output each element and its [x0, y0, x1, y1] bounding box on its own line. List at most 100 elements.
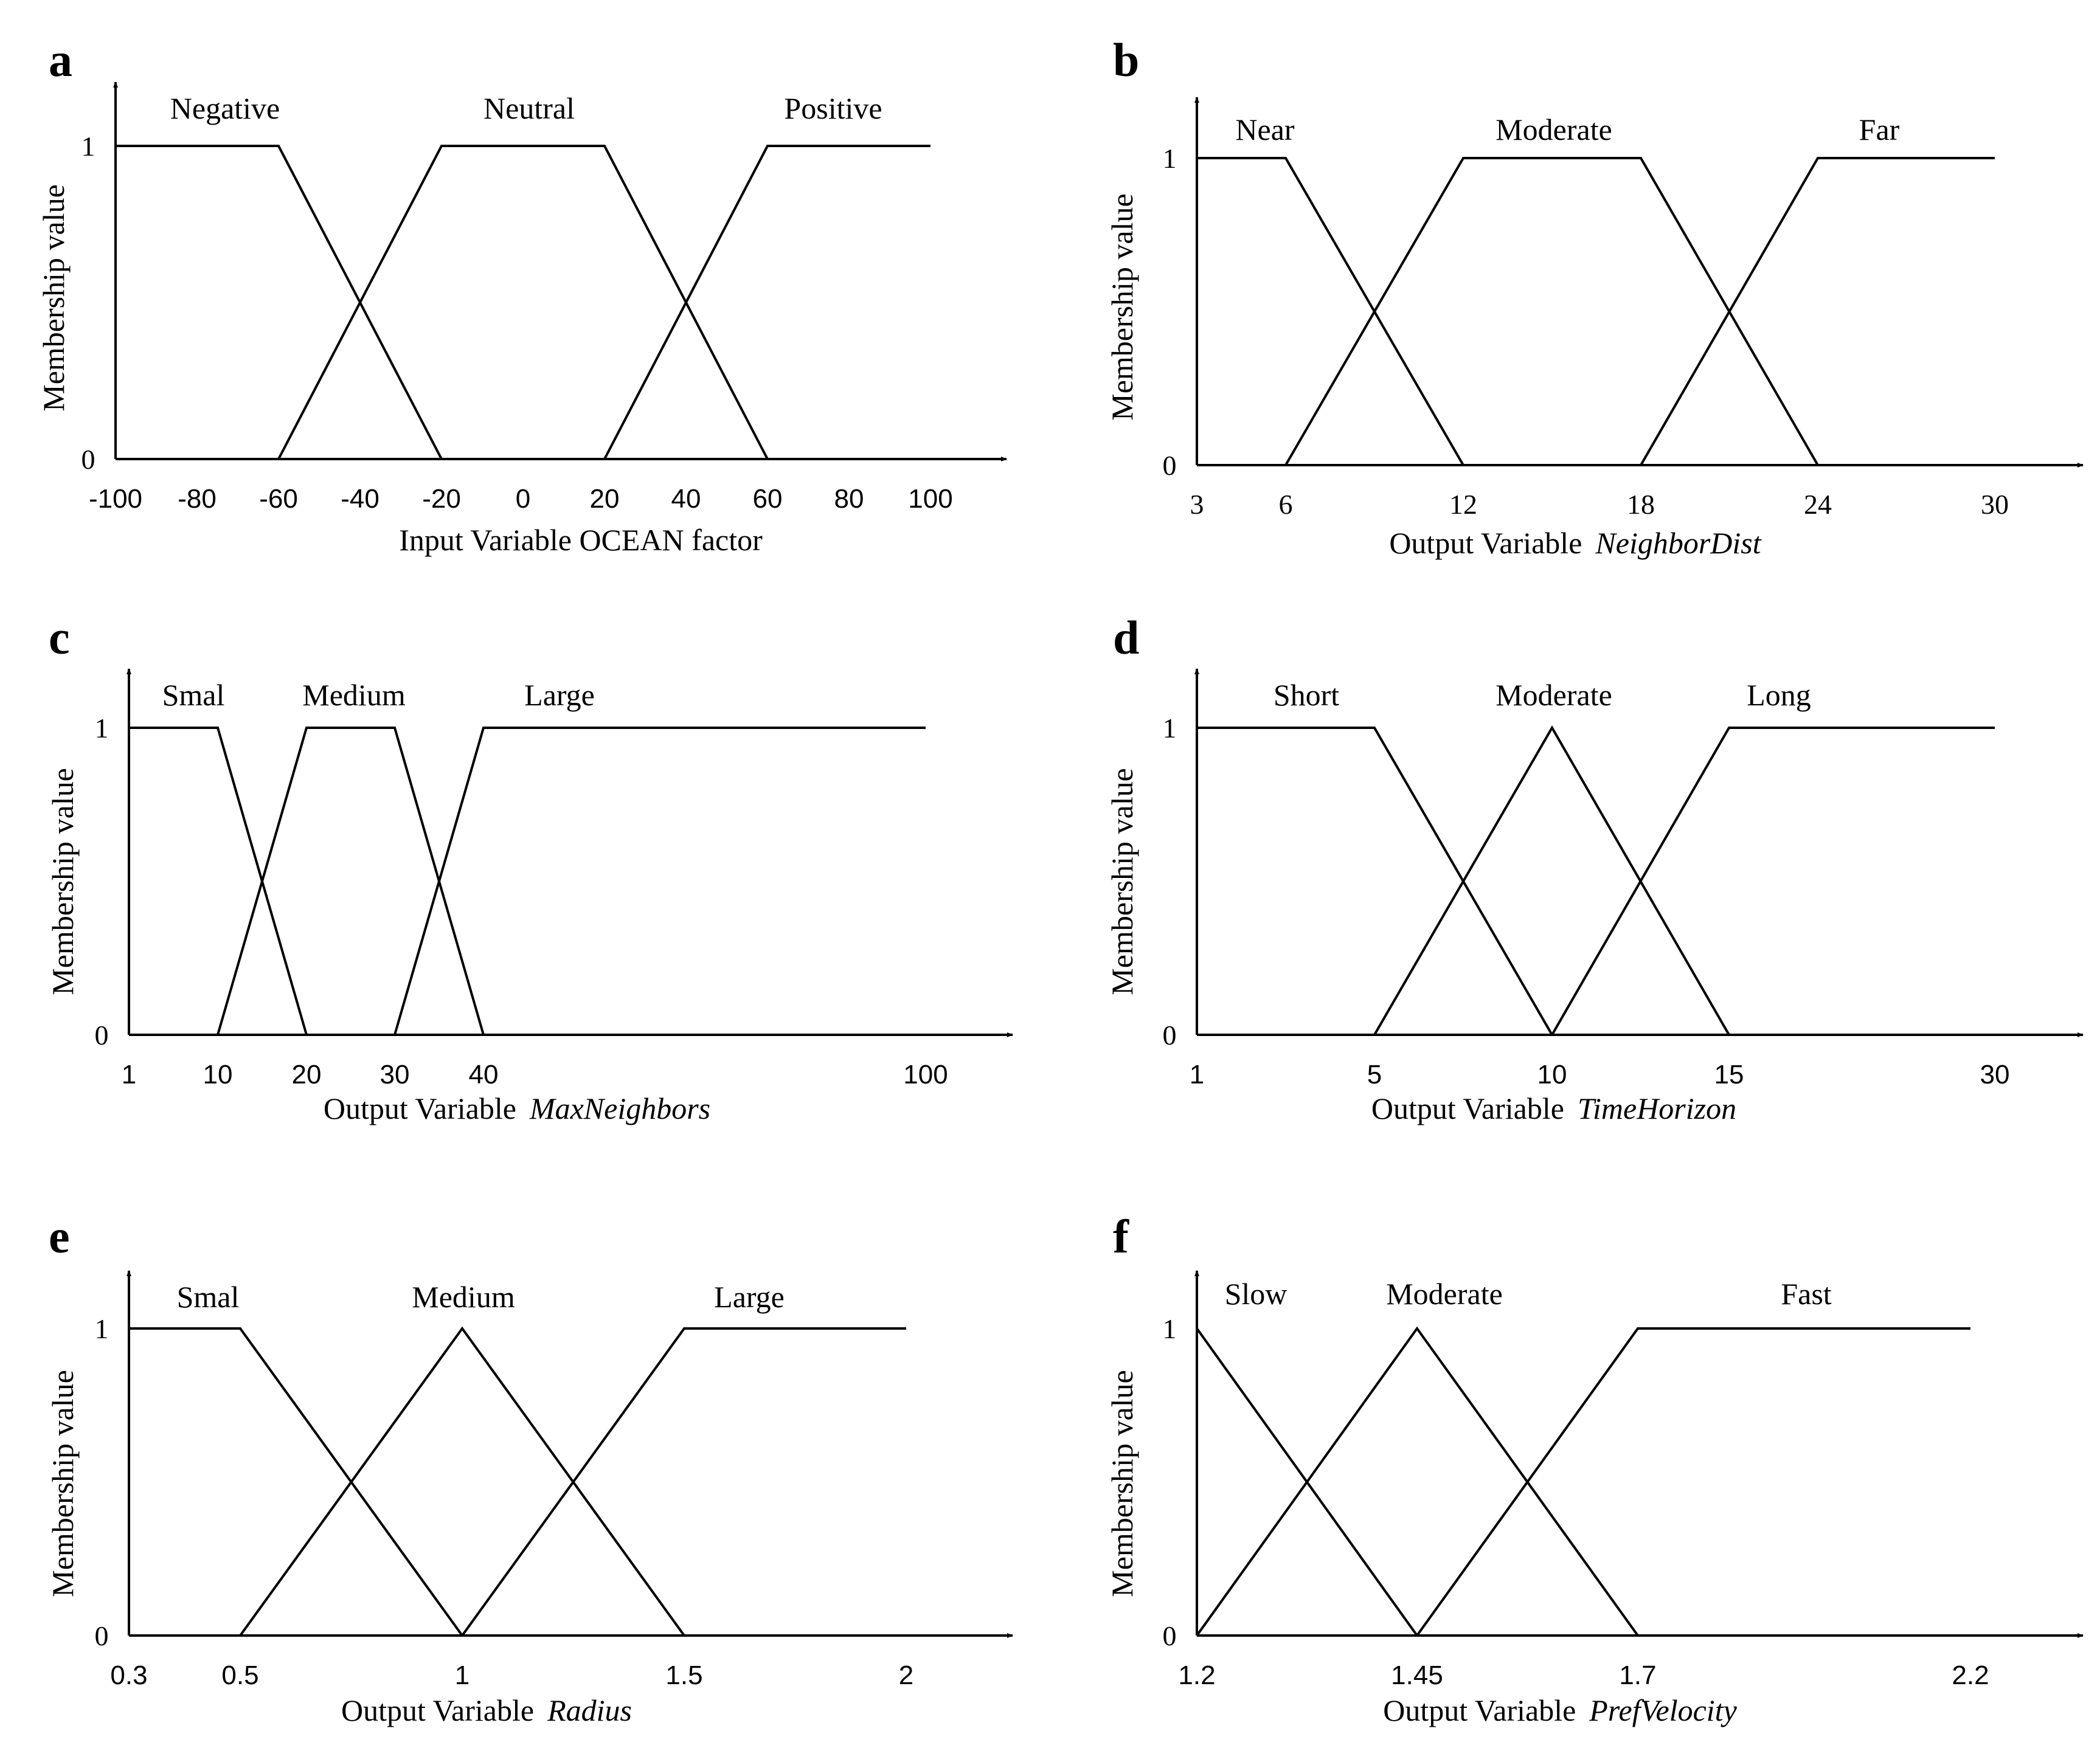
- x-tick-label: 60: [753, 484, 783, 514]
- y-tick-label: 0: [1163, 1020, 1177, 1051]
- panel-b: b 0 1 3 6 12 18 24 30 Output Variable NeighborDist…: [1105, 33, 2084, 560]
- x-axis-label-prefix: Output Variable: [1371, 1091, 1564, 1125]
- x-tick-label: -60: [259, 484, 298, 514]
- x-axis-label-variable: MaxNeighbors: [529, 1091, 710, 1125]
- membership-line-near: [1197, 157, 1464, 466]
- x-tick-label: -20: [422, 484, 461, 514]
- y-axis-label: Membership value: [1105, 193, 1139, 421]
- x-axis-label: Output Variable Radius: [341, 1693, 632, 1727]
- series-label-medium: Medium: [302, 678, 406, 712]
- series-label-long: Long: [1747, 678, 1811, 712]
- x-axis-label: Output Variable MaxNeighbors: [324, 1091, 710, 1125]
- y-tick-label: 1: [95, 1313, 109, 1344]
- series-label-large: Large: [714, 1280, 785, 1314]
- x-tick-label: -40: [341, 484, 379, 514]
- membership-line-neutral: [277, 145, 769, 460]
- membership-line-moderate: [1284, 157, 1819, 466]
- membership-line-negative: [116, 145, 443, 460]
- x-tick-label: 100: [908, 484, 952, 514]
- x-tick-label: 30: [380, 1060, 410, 1090]
- series-label-smal: Smal: [162, 678, 225, 712]
- x-axis-label: Input Variable OCEAN factor: [399, 523, 763, 557]
- x-axis-label: Output Variable TimeHorizon: [1371, 1091, 1736, 1125]
- series-label-far: Far: [1859, 112, 1900, 147]
- x-tick-label: 2.2: [1952, 1660, 1989, 1690]
- y-tick-label: 0: [1163, 450, 1177, 481]
- panel-f: f 0 1 1.2 1.45 1.7 2.2 Output Variable PrefVeloc…: [1105, 1210, 2084, 1727]
- x-tick-label: 1: [1190, 1060, 1204, 1090]
- series-label-neutral: Neutral: [483, 91, 575, 125]
- x-tick-label: 0.5: [221, 1660, 258, 1690]
- x-tick-label: 10: [1537, 1060, 1567, 1090]
- membership-line-moderate: [1196, 1326, 1639, 1637]
- x-axis-label-prefix: Output Variable: [324, 1091, 516, 1125]
- x-axis-label: Output Variable NeighborDist: [1389, 526, 1761, 560]
- x-axis-label-variable: Radius: [547, 1693, 632, 1727]
- x-tick-label: 40: [469, 1060, 499, 1090]
- x-tick-label: 12: [1449, 489, 1477, 520]
- x-tick-label: 1.45: [1391, 1660, 1443, 1690]
- y-tick-label: 1: [1163, 143, 1177, 174]
- x-tick-label: -80: [178, 484, 217, 514]
- series-label-short: Short: [1274, 678, 1339, 712]
- y-axis-label: Membership value: [36, 184, 71, 412]
- series-label-fast: Fast: [1781, 1277, 1831, 1311]
- series-label-medium: Medium: [412, 1280, 515, 1314]
- y-tick-label: 0: [1163, 1620, 1177, 1651]
- panel-letter: e: [49, 1210, 70, 1263]
- x-axis-label-prefix: Output Variable: [1389, 526, 1582, 560]
- y-tick-label: 1: [1163, 1313, 1177, 1344]
- series-label-smal: Smal: [177, 1280, 240, 1314]
- panel-letter: b: [1113, 33, 1139, 86]
- x-axis-label-variable: PrefVelocity: [1589, 1693, 1737, 1727]
- x-tick-label: 30: [1981, 489, 2009, 520]
- y-axis-label: Membership value: [46, 1370, 80, 1597]
- panel-letter: c: [49, 611, 70, 664]
- x-axis-label: Output Variable PrefVelocity: [1383, 1693, 1737, 1727]
- y-tick-label: 0: [81, 444, 95, 475]
- y-axis-label: Membership value: [46, 768, 80, 995]
- panel-e: e 0 1 0.3 0.5 1 1.5 2 Output Variable Radius Membe…: [46, 1210, 1013, 1727]
- membership-line-far: [1640, 157, 1995, 466]
- x-axis-label-variable: TimeHorizon: [1578, 1091, 1736, 1125]
- x-tick-label: 2: [899, 1660, 913, 1690]
- x-tick-label: 1: [122, 1060, 136, 1090]
- y-tick-label: 1: [95, 713, 109, 744]
- membership-line-fast: [1416, 1327, 1970, 1637]
- x-axis-label-variable: NeighborDist: [1595, 526, 1761, 560]
- x-tick-label: 1.2: [1178, 1660, 1215, 1690]
- y-axis-label: Membership value: [1105, 768, 1139, 995]
- x-axis-label-prefix: Input Variable OCEAN factor: [399, 523, 763, 557]
- panel-letter: a: [49, 33, 72, 86]
- series-label-positive: Positive: [784, 91, 882, 125]
- x-tick-label: -100: [89, 484, 142, 514]
- series-label-slow: Slow: [1225, 1277, 1287, 1311]
- panel-a: a 0 1 -100 -80 -60 -40 -20 0 20 40 60 80 100 Input Var…: [36, 33, 1007, 557]
- x-tick-label: 3: [1190, 489, 1204, 520]
- x-tick-label: 1: [455, 1660, 470, 1690]
- membership-line-smal: [129, 727, 308, 1035]
- series-label-moderate: Moderate: [1495, 112, 1612, 147]
- membership-line-long: [1551, 727, 1995, 1035]
- x-tick-label: 1.7: [1619, 1660, 1656, 1690]
- series-label-negative: Negative: [170, 91, 280, 125]
- y-tick-label: 1: [81, 131, 95, 162]
- membership-line-large: [393, 727, 926, 1035]
- x-tick-label: 20: [590, 484, 620, 514]
- y-tick-label: 1: [1163, 713, 1177, 744]
- x-tick-label: 10: [203, 1060, 233, 1090]
- x-tick-label: 40: [671, 484, 701, 514]
- x-tick-label: 6: [1279, 489, 1293, 520]
- membership-line-moderate: [1373, 725, 1730, 1036]
- x-axis-label-prefix: Output Variable: [341, 1693, 534, 1727]
- panel-letter: f: [1113, 1210, 1129, 1263]
- x-tick-label: 0.3: [110, 1660, 147, 1690]
- x-tick-label: 5: [1367, 1060, 1382, 1090]
- x-tick-label: 30: [1980, 1060, 2010, 1090]
- y-tick-label: 0: [95, 1620, 109, 1651]
- series-label-moderate: Moderate: [1495, 678, 1612, 712]
- x-tick-label: 80: [834, 484, 864, 514]
